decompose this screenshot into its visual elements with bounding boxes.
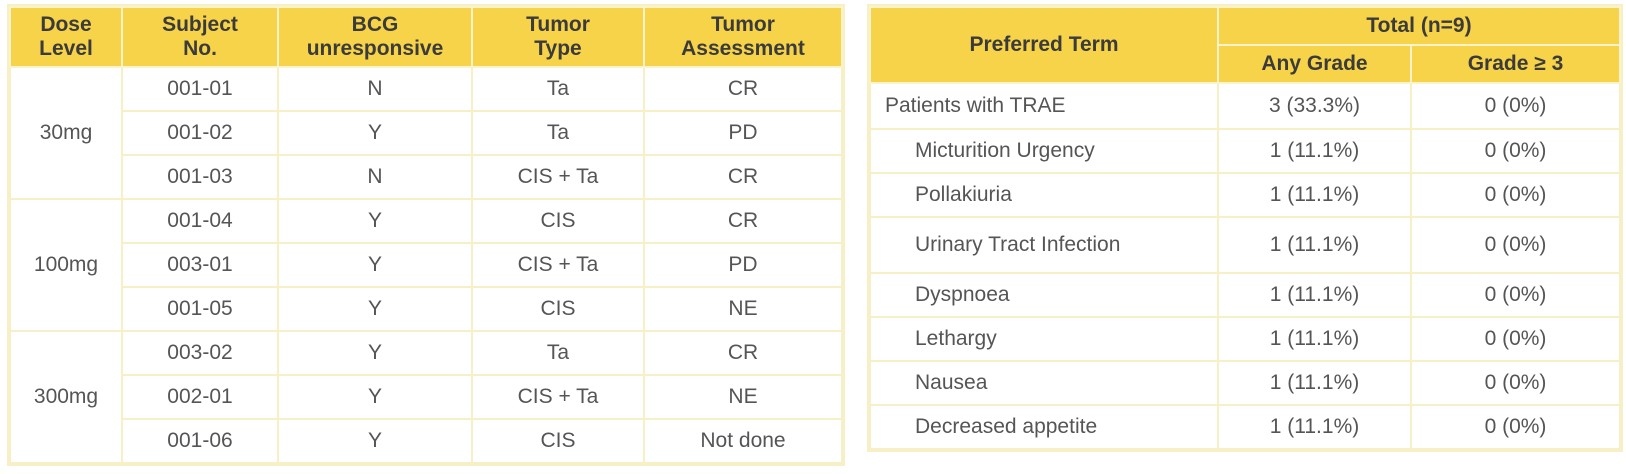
bcg-cell: Y (277, 198, 473, 244)
subject-cell: 001-03 (121, 154, 279, 200)
any-grade-cell: 3 (33.3%) (1217, 82, 1412, 130)
any-grade-cell: 1 (11.1%) (1217, 316, 1412, 362)
term-cell: Micturition Urgency (869, 128, 1219, 174)
assessment-cell: NE (643, 374, 843, 420)
bcg-cell: Y (277, 374, 473, 420)
assessment-cell: Not done (643, 418, 843, 464)
grade-3-cell: 0 (0%) (1409, 82, 1622, 130)
table-row: 002-01 Y CIS + Ta NE (10, 374, 843, 420)
table-row: Dyspnoea 1 (11.1%) 0 (0%) (869, 272, 1622, 318)
header-total: Total (n=9) (1216, 6, 1622, 46)
any-grade-cell: 1 (11.1%) (1217, 404, 1412, 450)
subject-cell: 003-01 (121, 242, 279, 288)
assessment-cell: CR (643, 330, 843, 376)
table-row: Urinary Tract Infection 1 (11.1%) 0 (0%) (869, 216, 1622, 274)
term-cell: Decreased appetite (869, 404, 1219, 450)
any-grade-cell: 1 (11.1%) (1217, 272, 1412, 318)
term-cell: Pollakiuria (869, 172, 1219, 218)
table-row: Patients with TRAE 3 (33.3%) 0 (0%) (869, 82, 1622, 130)
grade-3-cell: 0 (0%) (1409, 128, 1622, 174)
assessment-cell: PD (643, 110, 843, 156)
header-dose-level-l1: Dose Level (39, 13, 93, 60)
tumor-type-cell: CIS (471, 198, 645, 244)
assessment-cell: NE (643, 286, 843, 332)
subject-cell: 001-01 (121, 66, 279, 112)
tumor-type-cell: CIS + Ta (471, 374, 645, 420)
table-row: 003-01 Y CIS + Ta PD (10, 242, 843, 288)
grade-3-cell: 0 (0%) (1409, 272, 1622, 318)
tumor-type-cell: CIS (471, 418, 645, 464)
tumor-type-cell: CIS (471, 286, 645, 332)
header-subject-no: Subject No. (121, 6, 279, 68)
tumor-type-cell: CIS + Ta (471, 242, 645, 288)
bcg-cell: Y (277, 330, 473, 376)
adverse-events-table: Preferred Term Total (n=9) Any Grade Gra… (866, 4, 1624, 452)
table-row: 30mg 001-01 N Ta CR (9, 66, 843, 200)
tumor-type-cell: CIS + Ta (471, 154, 645, 200)
dose-cell: 30mg (9, 66, 123, 200)
header-preferred-term: Preferred Term (869, 6, 1219, 84)
any-grade-cell: 1 (11.1%) (1217, 128, 1412, 174)
bcg-cell: N (277, 154, 473, 200)
dose-cell: 100mg (9, 198, 123, 332)
subject-cell: 003-02 (121, 330, 279, 376)
header-grade-3: Grade ≥ 3 (1409, 44, 1622, 84)
grade-3-cell: 0 (0%) (1409, 172, 1622, 218)
header-bcg-unresponsive: BCG unresponsive (277, 6, 473, 68)
assessment-cell: CR (643, 66, 843, 112)
assessment-cell: PD (643, 242, 843, 288)
table-row: 001-06 Y CIS Not done (10, 418, 843, 464)
any-grade-cell: 1 (11.1%) (1217, 172, 1412, 218)
subject-cell: 001-02 (121, 110, 279, 156)
subject-cell: 001-04 (121, 198, 279, 244)
term-cell: Patients with TRAE (869, 82, 1219, 130)
term-cell: Nausea (869, 360, 1219, 406)
dose-cell: 300mg (9, 330, 123, 464)
header-tumor-assessment: Tumor Assessment (643, 6, 843, 68)
grade-3-cell: 0 (0%) (1409, 216, 1622, 274)
table-row: Pollakiuria 1 (11.1%) 0 (0%) (869, 172, 1622, 218)
subject-cell: 001-05 (121, 286, 279, 332)
subject-cell: 002-01 (121, 374, 279, 420)
header-dose-level: Dose Level (9, 6, 123, 68)
bcg-cell: Y (277, 418, 473, 464)
bcg-cell: Y (277, 110, 473, 156)
table-row: 100mg 001-04 Y CIS CR (9, 198, 843, 332)
bcg-cell: Y (277, 242, 473, 288)
any-grade-cell: 1 (11.1%) (1217, 360, 1412, 406)
subject-cell: 001-06 (121, 418, 279, 464)
header-any-grade: Any Grade (1217, 44, 1412, 84)
header-tumor-type: Tumor Type (471, 6, 645, 68)
table-row: Decreased appetite 1 (11.1%) 0 (0%) (869, 404, 1622, 450)
table-row: 001-03 N CIS + Ta CR (10, 154, 843, 200)
table-row: Nausea 1 (11.1%) 0 (0%) (869, 360, 1622, 406)
bcg-cell: N (277, 66, 473, 112)
assessment-cell: CR (643, 198, 843, 244)
table-row: Micturition Urgency 1 (11.1%) 0 (0%) (869, 128, 1622, 174)
tumor-type-cell: Ta (471, 330, 645, 376)
grade-3-cell: 0 (0%) (1409, 360, 1622, 406)
term-cell: Urinary Tract Infection (869, 216, 1219, 274)
term-cell: Lethargy (869, 316, 1219, 362)
grade-3-cell: 0 (0%) (1409, 316, 1622, 362)
table-row: 001-02 Y Ta PD (10, 110, 843, 156)
grade-3-cell: 0 (0%) (1409, 404, 1622, 450)
term-cell: Dyspnoea (869, 272, 1219, 318)
table-row: 300mg 003-02 Y Ta CR (9, 330, 843, 464)
table-row: Lethargy 1 (11.1%) 0 (0%) (869, 316, 1622, 362)
dose-response-table: Dose Level Subject No. BCG unresponsive … (7, 4, 845, 466)
any-grade-cell: 1 (11.1%) (1217, 216, 1412, 274)
tumor-type-cell: Ta (471, 66, 645, 112)
bcg-cell: Y (277, 286, 473, 332)
assessment-cell: CR (643, 154, 843, 200)
tumor-type-cell: Ta (471, 110, 645, 156)
table-row: 001-05 Y CIS NE (10, 286, 843, 332)
